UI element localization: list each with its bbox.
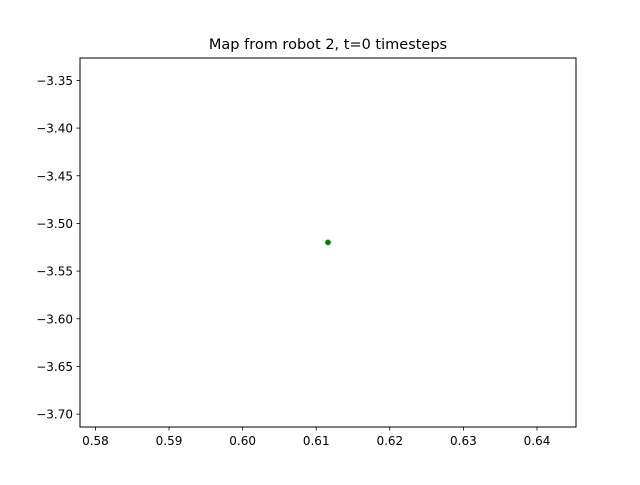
x-tick-label: 0.59: [156, 434, 183, 448]
x-axis: 0.58 0.59 0.60 0.61 0.62 0.63 0.64: [82, 427, 550, 448]
x-tick-label: 0.60: [229, 434, 256, 448]
x-tick-label: 0.61: [303, 434, 330, 448]
y-axis: −3.35 −3.40 −3.45 −3.50 −3.55 −3.60 −3.65 −3.70: [36, 74, 80, 422]
y-tick-label: −3.60: [36, 312, 73, 326]
y-tick-label: −3.40: [36, 122, 73, 136]
y-tick-label: −3.65: [36, 360, 73, 374]
y-tick-label: −3.45: [36, 169, 73, 183]
y-tick-label: −3.70: [36, 408, 73, 422]
x-tick-label: 0.62: [376, 434, 403, 448]
plot-marks: [325, 239, 331, 246]
y-tick-label: −3.50: [36, 217, 73, 231]
x-tick-label: 0.63: [450, 434, 477, 448]
data-point: [325, 239, 331, 246]
plot-area-frame: [79, 57, 577, 428]
y-tick-label: −3.35: [36, 74, 73, 88]
chart-title: Map from robot 2, t=0 timesteps: [209, 37, 447, 53]
x-tick-label: 0.64: [524, 434, 551, 448]
y-tick-label: −3.55: [36, 265, 73, 279]
x-tick-label: 0.58: [82, 434, 109, 448]
